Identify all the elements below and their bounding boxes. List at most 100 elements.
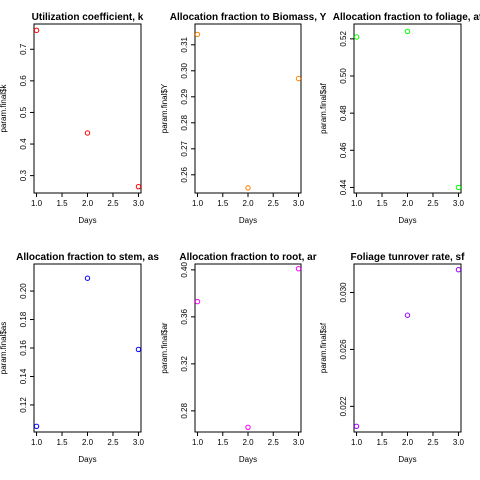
y-tick-label: 0.29 xyxy=(180,88,189,104)
chart-title: Allocation fraction to stem, as xyxy=(16,252,159,263)
plot-frame xyxy=(33,263,142,433)
chart-panel-6: Foliage tunrover rate, sf Days param.final… xyxy=(319,252,465,464)
y-tick-label: 0.26 xyxy=(180,166,189,182)
x-tick-label: 1.0 xyxy=(31,438,43,447)
y-tick-label: 0.27 xyxy=(180,140,189,156)
y-axis-label: param.final$k xyxy=(0,83,8,132)
x-tick-label: 2.0 xyxy=(82,199,94,208)
y-tick-label: 0.28 xyxy=(180,403,189,419)
chart-panel-4: Allocation fraction to stem, as Days param… xyxy=(0,252,159,464)
plot-frame xyxy=(194,263,302,433)
data-point xyxy=(135,183,142,190)
y-tick-label: 0.30 xyxy=(180,62,189,78)
x-tick-label: 3.0 xyxy=(293,199,305,208)
data-point xyxy=(353,423,360,430)
y-tick-label: 0.40 xyxy=(180,262,189,278)
plot-frame xyxy=(353,23,462,194)
data-point xyxy=(194,298,201,305)
x-axis-label: Days xyxy=(239,216,257,225)
y-axis-label: param.final$ar xyxy=(160,322,169,373)
data-point xyxy=(84,130,91,136)
y-tick-label: 0.20 xyxy=(19,283,28,299)
chart-panel-5: Allocation fraction to root, ar Days param… xyxy=(160,252,317,464)
chart-title: Allocation fraction to Biomass, Y xyxy=(170,12,327,23)
y-tick-label: 0.31 xyxy=(180,36,189,52)
x-tick-label: 1.0 xyxy=(31,199,43,208)
plot-frame xyxy=(353,263,462,433)
x-tick-label: 1.5 xyxy=(56,199,68,208)
x-tick-label: 1.0 xyxy=(351,199,363,208)
x-tick-label: 3.0 xyxy=(133,199,145,208)
y-tick-label: 0.28 xyxy=(180,114,189,130)
data-point xyxy=(245,424,251,431)
y-axis-label: param.final$Y xyxy=(160,83,169,133)
x-tick-label: 2.5 xyxy=(268,438,280,447)
x-tick-label: 2.5 xyxy=(107,199,119,208)
x-tick-label: 1.0 xyxy=(351,438,363,447)
x-tick-label: 2.5 xyxy=(268,199,280,208)
x-tick-label: 3.0 xyxy=(453,438,465,447)
data-point xyxy=(194,31,201,38)
data-point xyxy=(135,346,142,353)
y-tick-label: 0.14 xyxy=(19,368,28,384)
chart-panel-2: Allocation fraction to Biomass, Y Days par… xyxy=(160,12,327,225)
y-tick-label: 0.3 xyxy=(19,170,28,182)
x-tick-label: 1.0 xyxy=(192,438,204,447)
x-tick-label: 2.5 xyxy=(107,438,119,447)
x-axis-label: Days xyxy=(78,455,96,464)
y-tick-label: 0.5 xyxy=(19,106,28,118)
y-tick-label: 0.4 xyxy=(19,138,28,150)
data-point xyxy=(404,312,411,318)
x-tick-label: 3.0 xyxy=(453,199,465,208)
x-tick-label: 2.0 xyxy=(402,199,414,208)
x-axis-label: Days xyxy=(398,216,416,225)
data-point xyxy=(295,265,302,272)
y-tick-label: 0.52 xyxy=(339,31,348,47)
x-tick-label: 2.5 xyxy=(427,438,439,447)
y-axis-label: param.final$as xyxy=(0,322,8,374)
y-tick-label: 0.7 xyxy=(19,43,28,55)
y-tick-label: 0.32 xyxy=(180,356,189,372)
x-tick-label: 2.0 xyxy=(242,438,254,447)
x-tick-label: 2.0 xyxy=(242,199,254,208)
y-tick-label: 0.18 xyxy=(19,311,28,327)
data-point xyxy=(33,423,40,430)
plot-frame xyxy=(194,23,302,194)
y-tick-label: 0.026 xyxy=(339,339,348,360)
x-tick-label: 1.5 xyxy=(376,438,388,447)
x-tick-label: 1.5 xyxy=(217,438,229,447)
x-tick-label: 1.5 xyxy=(56,438,68,447)
chart-title: Allocation fraction to foliage, af xyxy=(333,12,480,23)
chart-title: Utilization coefficient, k xyxy=(32,12,144,23)
x-tick-label: 1.0 xyxy=(192,199,204,208)
x-tick-label: 3.0 xyxy=(133,438,145,447)
y-tick-label: 0.44 xyxy=(339,179,348,195)
y-tick-label: 0.50 xyxy=(339,68,348,84)
x-tick-label: 2.0 xyxy=(402,438,414,447)
x-axis-label: Days xyxy=(239,455,257,464)
y-tick-label: 0.6 xyxy=(19,75,28,87)
data-point xyxy=(245,185,251,191)
data-point xyxy=(295,75,302,82)
y-tick-label: 0.030 xyxy=(339,282,348,303)
y-tick-label: 0.46 xyxy=(339,142,348,158)
chart-panel-1: Utilization coefficient, k Days param.fina… xyxy=(0,12,145,225)
y-tick-label: 0.16 xyxy=(19,340,28,356)
plot-frame xyxy=(33,23,142,194)
data-point xyxy=(33,27,40,34)
data-point xyxy=(455,266,462,273)
x-tick-label: 3.0 xyxy=(293,438,305,447)
x-axis-label: Days xyxy=(78,216,96,225)
y-tick-label: 0.48 xyxy=(339,105,348,121)
y-tick-label: 0.12 xyxy=(19,397,28,413)
chart-title: Allocation fraction to root, ar xyxy=(179,252,316,263)
x-tick-label: 2.5 xyxy=(427,199,439,208)
x-tick-label: 1.5 xyxy=(376,199,388,208)
x-tick-label: 2.0 xyxy=(82,438,94,447)
data-point xyxy=(404,28,411,35)
data-point xyxy=(84,275,91,281)
y-axis-label: param.final$sf xyxy=(319,322,328,373)
data-point xyxy=(455,184,462,191)
x-axis-label: Days xyxy=(398,455,416,464)
